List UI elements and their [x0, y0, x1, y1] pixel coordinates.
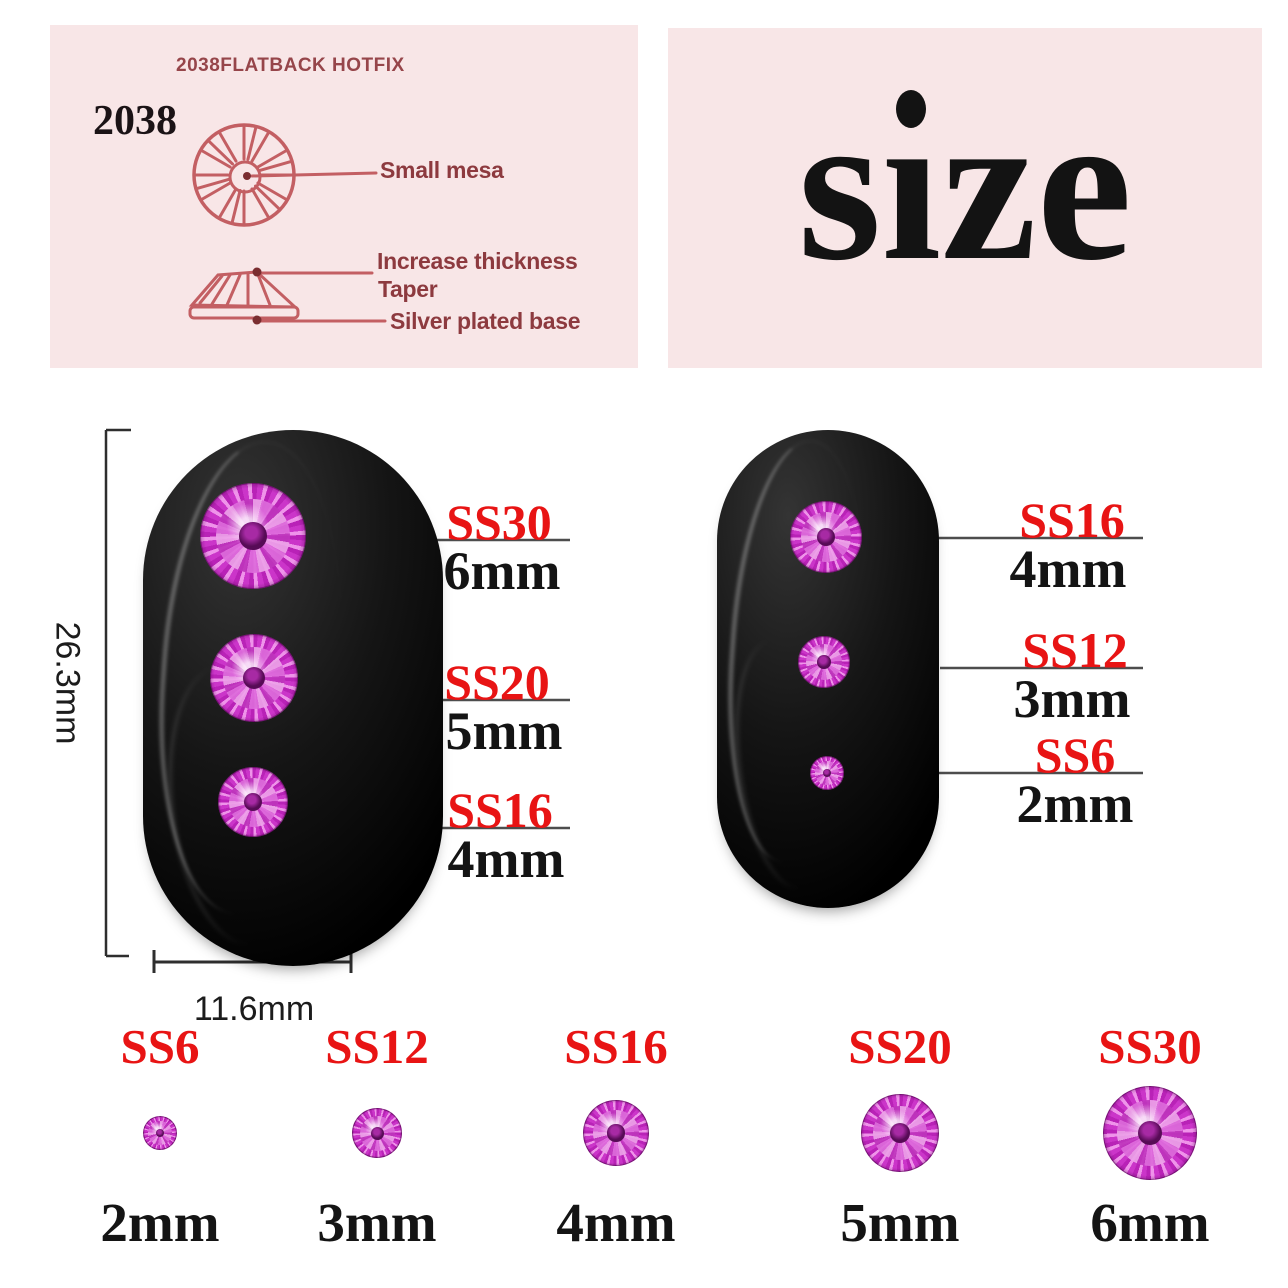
small-mesa-label: Small mesa — [380, 157, 504, 183]
size-chart-item: SS30 6mm — [1050, 1022, 1250, 1250]
spec-panel: 2038FLATBACK HOTFIX 2038 — [50, 25, 638, 368]
size-chart-mm-label: 4mm — [556, 1192, 676, 1253]
spec-panel-header: 2038FLATBACK HOTFIX — [176, 55, 405, 76]
rhinestone-sample — [1103, 1086, 1197, 1180]
nail-width-dimension: 11.6mm — [193, 990, 315, 1028]
callout-ss-label: SS16 — [447, 782, 553, 838]
callout-mm-label: 2mm — [1016, 774, 1134, 834]
size-chart-item: SS6 2mm — [60, 1022, 260, 1250]
i-dot — [896, 90, 927, 128]
taper-label: Taper — [378, 276, 438, 302]
callout-ss-label: SS16 — [1019, 492, 1125, 548]
rhinestone-ss16 — [218, 767, 288, 837]
rhinestone-technical-drawing — [188, 123, 387, 325]
callout-mm-label: 4mm — [1009, 539, 1127, 599]
size-chart-mm-label: 5mm — [840, 1192, 960, 1253]
rhinestone-ss30 — [200, 483, 306, 589]
nail-height-dimension: 26.3mm — [48, 621, 87, 745]
callout-mm-label: 3mm — [1013, 669, 1131, 729]
size-chart-item: SS16 4mm — [516, 1022, 716, 1250]
size-chart-item: SS12 3mm — [277, 1022, 477, 1250]
callout-mm-label: 5mm — [445, 701, 563, 761]
callout-ss-label: SS12 — [1022, 622, 1128, 678]
size-chart-mm-label: 2mm — [100, 1192, 220, 1253]
size-panel: s ıze — [668, 28, 1262, 368]
rhinestone-ss16 — [790, 501, 862, 573]
size-chart-ss-label: SS16 — [564, 1019, 668, 1074]
callout-ss-label: SS30 — [446, 494, 552, 550]
callout-ss-label: SS6 — [1034, 727, 1116, 783]
nail-left — [143, 430, 443, 966]
rhinestone-ss20 — [210, 634, 298, 722]
rhinestone-ss12 — [798, 636, 850, 688]
size-chart-ss-label: SS30 — [1098, 1019, 1202, 1074]
increase-thickness-label: Increase thickness — [377, 248, 578, 274]
size-chart-mm-label: 3mm — [317, 1192, 437, 1253]
rhinestone-ss6 — [810, 756, 844, 790]
rhinestone-sample — [583, 1100, 649, 1166]
callout-mm-label: 6mm — [443, 541, 561, 601]
callout-ss-label: SS20 — [444, 654, 550, 710]
size-chart-ss-label: SS20 — [848, 1019, 952, 1074]
callout-mm-label: 4mm — [447, 829, 565, 889]
silver-plated-base-label: Silver plated base — [390, 308, 581, 334]
rhinestone-sample — [861, 1094, 939, 1172]
size-chart-ss-label: SS12 — [325, 1019, 429, 1074]
size-chart-mm-label: 6mm — [1090, 1192, 1210, 1253]
size-chart-ss-label: SS6 — [120, 1019, 200, 1074]
size-title: s ıze — [797, 66, 1133, 305]
model-number: 2038 — [93, 98, 177, 144]
size-chart-item: SS20 5mm — [800, 1022, 1000, 1250]
rhinestone-sample — [143, 1116, 177, 1150]
nail-right — [717, 430, 939, 908]
rhinestone-sample — [352, 1108, 402, 1158]
